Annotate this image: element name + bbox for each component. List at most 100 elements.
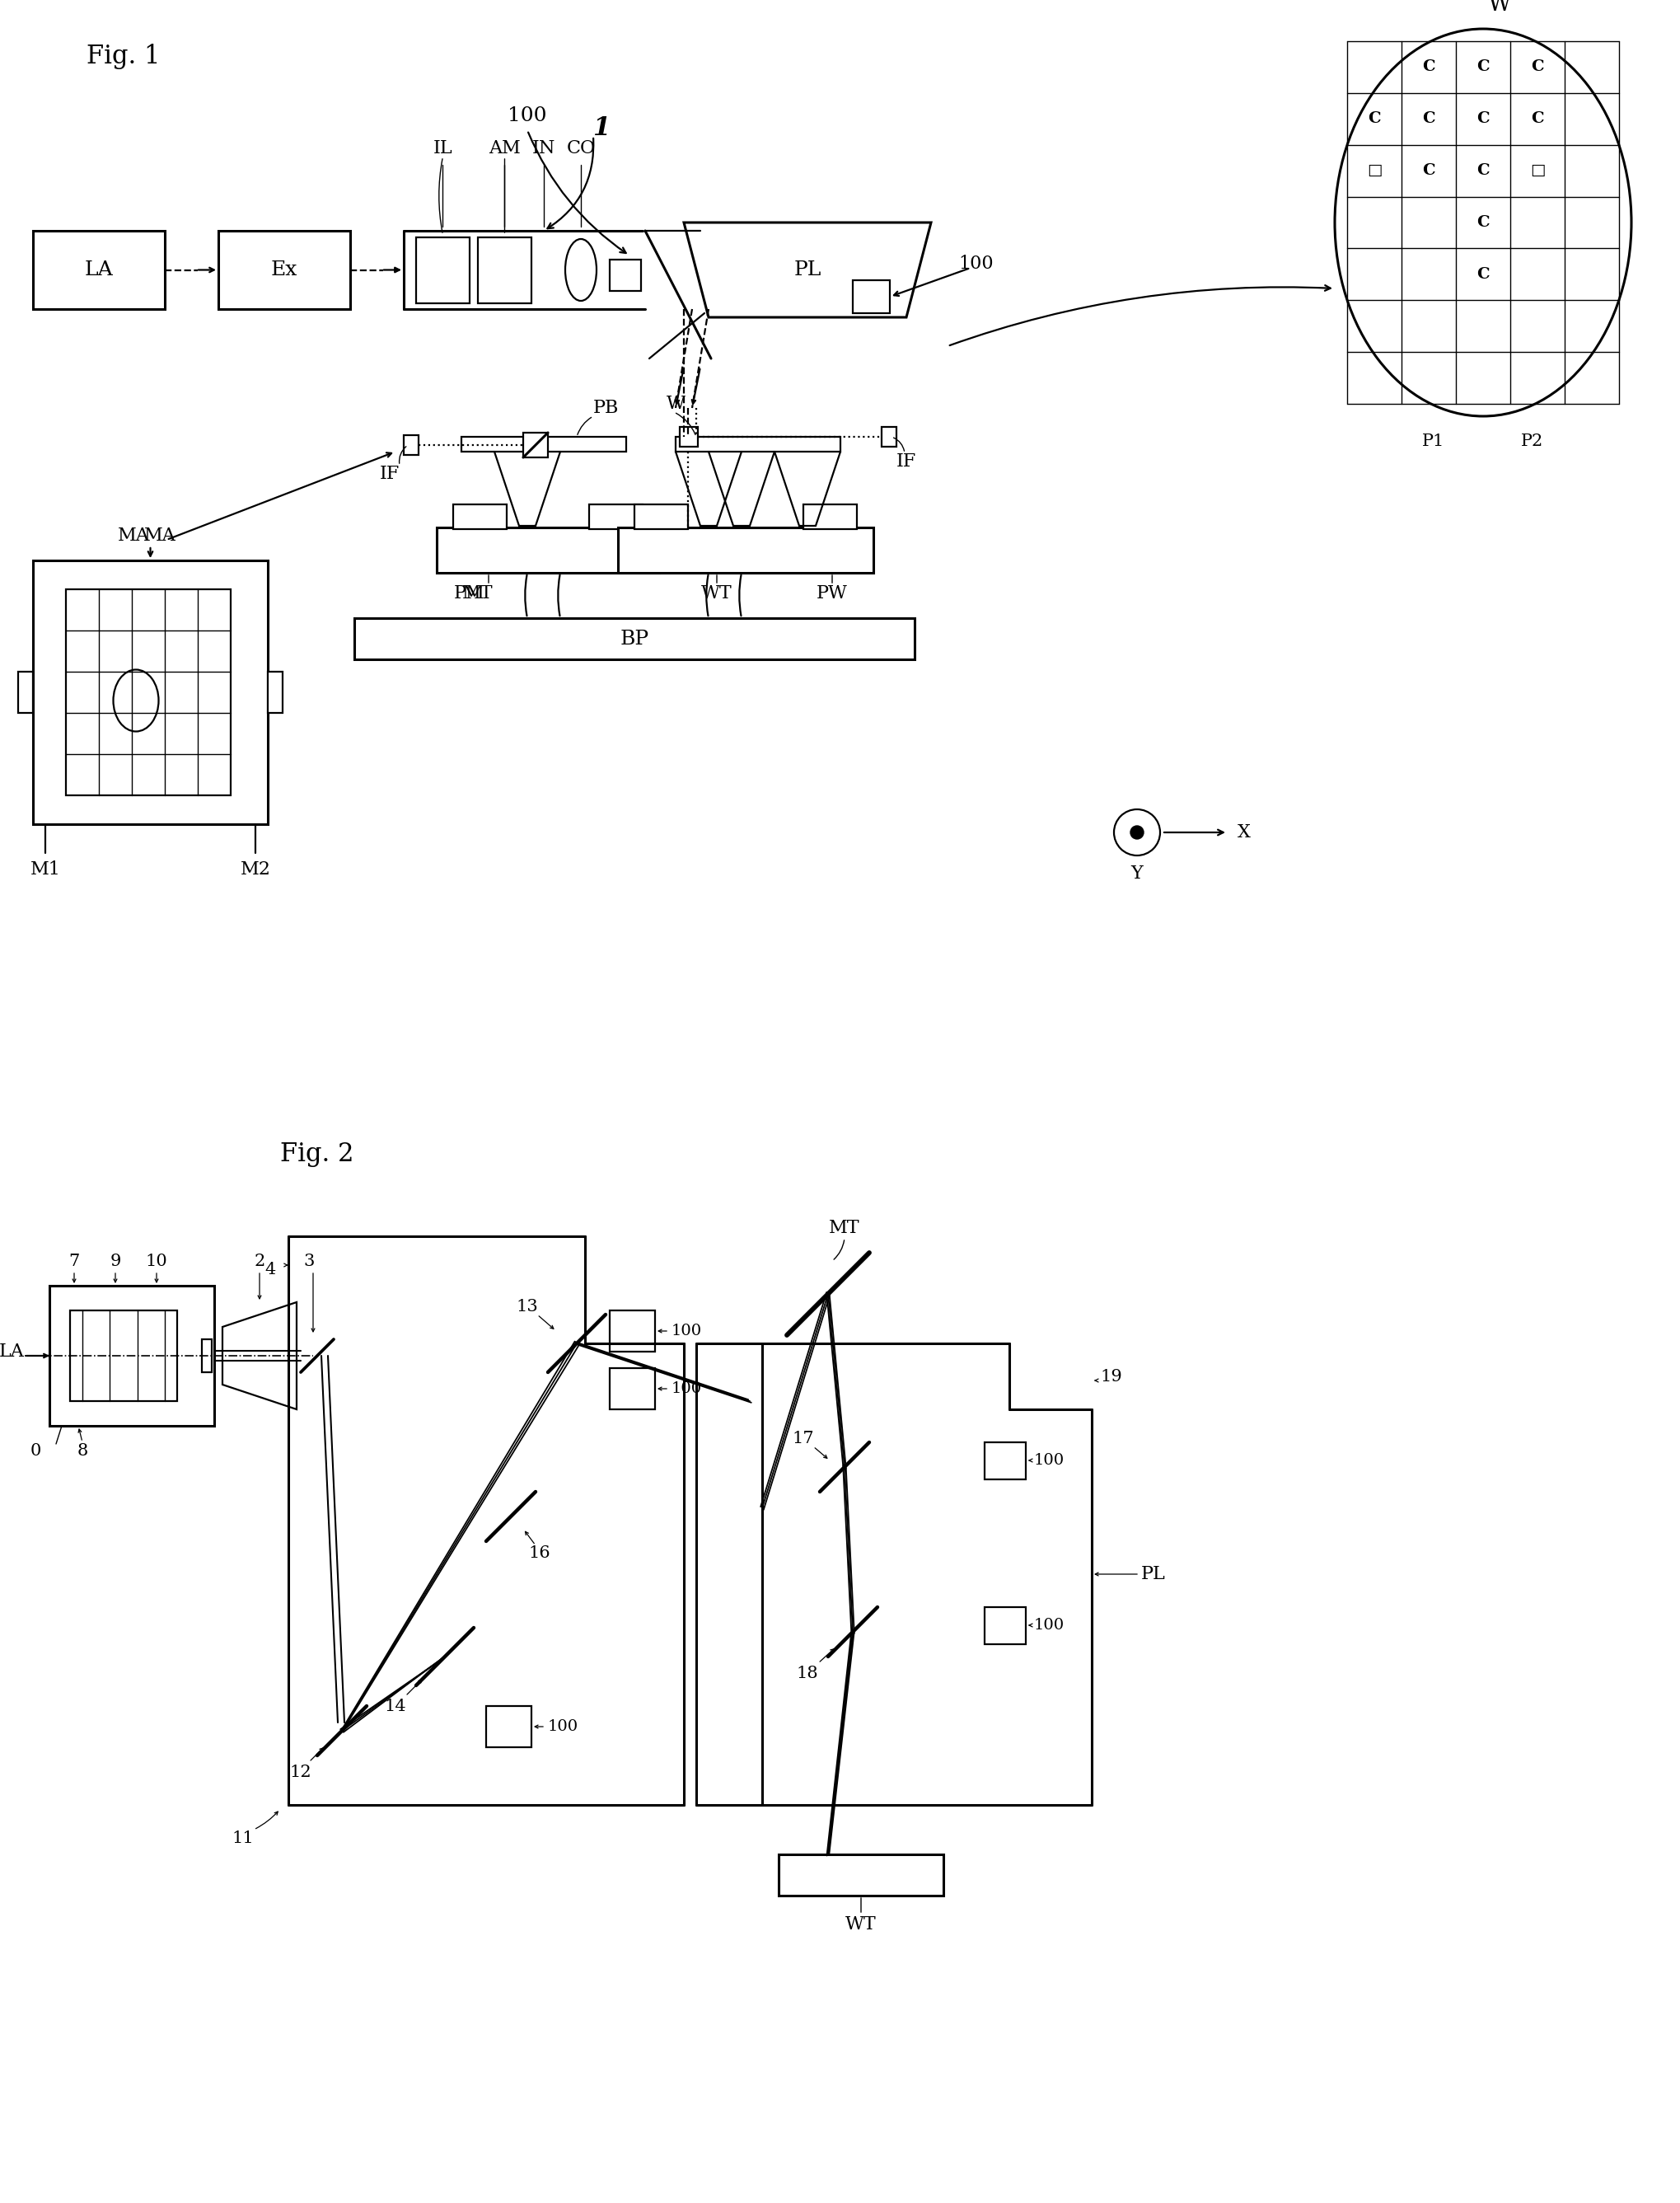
Text: 10: 10	[146, 1254, 168, 1269]
Text: C: C	[1421, 112, 1435, 126]
Text: 16: 16	[529, 1547, 551, 1562]
Circle shape	[1131, 826, 1142, 839]
Bar	[803, 504, 857, 529]
Bar	[633, 504, 687, 529]
Bar	[66, 588, 230, 795]
Text: 1: 1	[593, 115, 610, 141]
Text: 4: 4	[265, 1262, 276, 1278]
Bar	[486, 1705, 531, 1747]
Bar	[403, 436, 418, 456]
Bar	[71, 1311, 176, 1401]
Text: 11: 11	[232, 1831, 254, 1846]
Text: 13: 13	[516, 1298, 538, 1315]
Text: C: C	[1477, 267, 1488, 282]
Text: 12: 12	[289, 1765, 311, 1780]
Text: P1: P1	[1421, 434, 1445, 449]
Text: LA: LA	[84, 260, 113, 280]
Text: W: W	[1487, 0, 1510, 15]
Bar	[984, 1608, 1025, 1643]
Bar	[588, 504, 642, 529]
Text: C: C	[1477, 59, 1488, 75]
Text: 14: 14	[385, 1699, 407, 1714]
Bar	[202, 1339, 212, 1372]
Text: 100: 100	[1033, 1454, 1063, 1467]
Text: PL: PL	[1141, 1564, 1166, 1584]
Bar	[462, 436, 627, 452]
Text: PB: PB	[593, 399, 618, 416]
Text: M1: M1	[30, 861, 60, 879]
Text: C: C	[1421, 59, 1435, 75]
Text: 19: 19	[1099, 1368, 1122, 1383]
Text: IN: IN	[533, 139, 554, 156]
Bar	[437, 527, 659, 573]
Text: 17: 17	[791, 1430, 813, 1445]
Text: 100: 100	[958, 256, 993, 273]
Bar	[984, 1443, 1025, 1480]
Text: WT: WT	[845, 1914, 877, 1934]
Text: PL: PL	[793, 260, 822, 280]
Bar	[610, 1311, 655, 1353]
Text: C: C	[1530, 112, 1544, 126]
Bar	[522, 432, 548, 458]
Text: LA: LA	[0, 1342, 25, 1361]
Bar	[778, 1855, 942, 1895]
Bar	[34, 560, 267, 824]
Text: AM: AM	[489, 139, 521, 156]
Bar	[34, 231, 165, 308]
Bar	[618, 527, 874, 573]
Text: X: X	[1236, 824, 1250, 842]
Text: Fig. 1: Fig. 1	[86, 44, 160, 68]
Text: 100: 100	[507, 106, 546, 126]
Text: C: C	[1368, 112, 1379, 126]
Text: 9: 9	[109, 1254, 121, 1269]
Polygon shape	[222, 1302, 296, 1410]
Text: IF: IF	[380, 465, 400, 482]
Text: WT: WT	[701, 584, 732, 601]
Text: 100: 100	[672, 1381, 702, 1397]
Text: 18: 18	[796, 1665, 818, 1681]
Text: IF: IF	[895, 452, 916, 471]
Text: Fig. 2: Fig. 2	[281, 1141, 354, 1168]
Text: BP: BP	[620, 630, 648, 648]
Text: 100: 100	[672, 1324, 702, 1339]
Text: PM: PM	[454, 584, 486, 601]
Bar	[679, 427, 697, 447]
Bar	[454, 504, 506, 529]
Bar	[417, 238, 469, 304]
Text: P2: P2	[1520, 434, 1542, 449]
Bar	[18, 672, 34, 714]
Text: Y: Y	[1131, 864, 1142, 883]
Text: □: □	[1366, 163, 1381, 178]
Text: 8: 8	[77, 1443, 87, 1458]
Bar	[49, 1287, 213, 1425]
Text: 100: 100	[548, 1718, 578, 1734]
Bar	[477, 238, 531, 304]
Text: W: W	[665, 394, 685, 412]
Text: 0: 0	[30, 1443, 42, 1458]
Text: PW: PW	[816, 584, 847, 601]
Text: Ex: Ex	[270, 260, 297, 280]
Text: C: C	[1477, 163, 1488, 178]
Text: IL: IL	[433, 139, 452, 156]
Text: 3: 3	[304, 1254, 314, 1269]
Bar	[610, 1368, 655, 1410]
Bar	[218, 231, 349, 308]
Text: C: C	[1421, 163, 1435, 178]
Polygon shape	[684, 223, 931, 317]
Text: C: C	[1477, 112, 1488, 126]
Bar	[354, 619, 914, 659]
Text: □: □	[1529, 163, 1544, 178]
Text: MA: MA	[144, 527, 176, 544]
Text: 100: 100	[1033, 1617, 1063, 1632]
Text: MA: MA	[118, 527, 150, 544]
Text: M2: M2	[240, 861, 270, 879]
Text: 7: 7	[69, 1254, 79, 1269]
Bar	[267, 672, 282, 714]
Text: C: C	[1530, 59, 1544, 75]
Bar	[882, 427, 895, 447]
Text: C: C	[1477, 216, 1488, 229]
Text: 2: 2	[254, 1254, 265, 1269]
Text: CO: CO	[566, 139, 595, 156]
Bar	[610, 260, 640, 291]
Text: MT: MT	[462, 584, 494, 601]
